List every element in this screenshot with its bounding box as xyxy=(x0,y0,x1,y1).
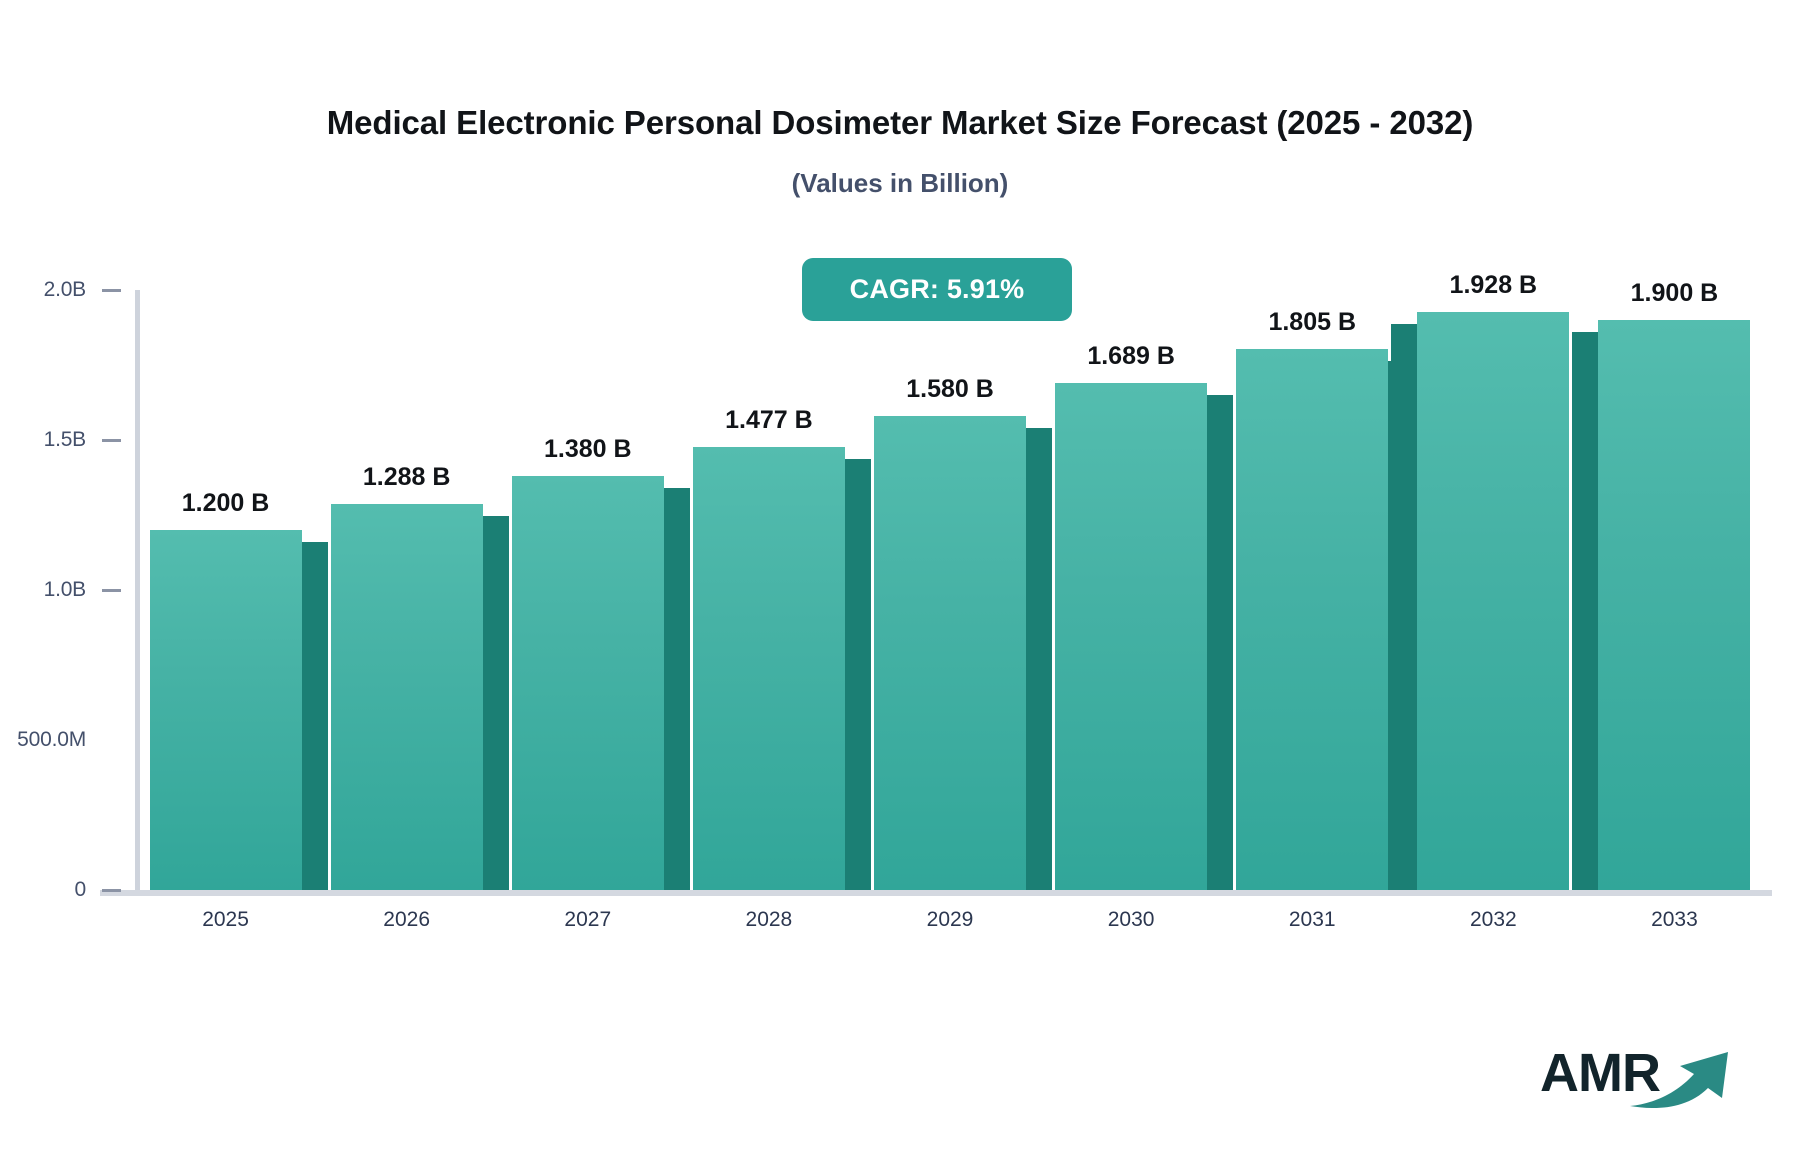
y-axis-tick-mark xyxy=(102,288,121,292)
bar-front-face xyxy=(1598,320,1751,890)
chart-subtitle: (Values in Billion) xyxy=(791,168,1009,198)
y-axis-tick-label: 0 xyxy=(74,878,87,901)
trend-up-arrow-icon xyxy=(1628,1048,1738,1115)
bar-2029: 1.580 B xyxy=(874,375,1052,890)
bar-side-face xyxy=(844,458,871,890)
x-axis-label-2028: 2028 xyxy=(745,908,793,931)
bar-2025: 1.200 B xyxy=(149,489,328,890)
y-axis-tick-mark xyxy=(102,438,121,442)
bar-value-label: 1.200 B xyxy=(181,489,270,517)
bar-front-face xyxy=(149,530,302,890)
bar-2027: 1.380 B xyxy=(511,435,690,890)
y-axis-tick: 1.0B xyxy=(0,578,135,601)
bar-front-face xyxy=(1055,383,1208,890)
y-axis-tick-mark xyxy=(102,888,121,892)
y-axis-tick-mark xyxy=(102,588,121,592)
y-axis-line xyxy=(135,290,140,890)
bar-value-label: 1.580 B xyxy=(906,375,994,403)
y-axis-tick-label: 2.0B xyxy=(43,278,87,301)
bar-front-face xyxy=(330,503,483,890)
x-axis-line xyxy=(100,890,1772,896)
bar-side-face xyxy=(301,542,328,890)
x-axis-label-2025: 2025 xyxy=(202,908,249,931)
bar-side-face xyxy=(1572,332,1599,890)
y-axis-tick: 1.5B xyxy=(0,428,135,451)
bar-value-label: 1.900 B xyxy=(1630,279,1719,307)
x-axis-label-2029: 2029 xyxy=(926,908,974,931)
y-axis-tick-label: 1.5B xyxy=(43,428,87,451)
bar-front-face xyxy=(1236,348,1389,890)
bar-side-face xyxy=(1391,323,1418,890)
bar-front-face xyxy=(1417,311,1570,890)
bar-front-face xyxy=(511,476,664,890)
bar-value-label: 1.288 B xyxy=(362,462,451,491)
bar-2026: 1.288 B xyxy=(330,463,509,890)
x-axis-label-2033: 2033 xyxy=(1651,908,1698,931)
y-axis-tick: 2.0B xyxy=(0,278,135,301)
bar-value-label: 1.477 B xyxy=(725,405,813,434)
bar-2031: 1.805 B xyxy=(1236,308,1415,890)
bar-front-face xyxy=(692,446,845,890)
x-axis-label-2030: 2030 xyxy=(1107,908,1155,931)
bar-side-face xyxy=(663,488,690,890)
y-axis-tick-label: 500.0M xyxy=(17,728,86,751)
y-axis-tick: 500.0M xyxy=(0,728,135,751)
amr-logo-text: AMR xyxy=(1540,1043,1661,1103)
bar-value-label: 1.928 B xyxy=(1449,270,1538,299)
amr-logo: AMR xyxy=(1540,1040,1740,1115)
bar-2028: 1.477 B xyxy=(692,406,871,890)
bar-value-label: 1.805 B xyxy=(1268,307,1356,336)
page-title: Medical Electronic Personal Dosimeter Ma… xyxy=(326,104,1474,141)
y-axis-tick-label: 1.0B xyxy=(43,578,87,601)
x-axis-label-2026: 2026 xyxy=(383,908,431,931)
bar-2033: 1.900 B xyxy=(1572,279,1751,890)
bar-2030: 1.689 B xyxy=(1055,342,1234,890)
y-axis-tick: 0 xyxy=(0,878,135,901)
bar-side-face xyxy=(1207,395,1234,890)
bar-front-face xyxy=(874,416,1026,890)
bar-value-label: 1.380 B xyxy=(543,435,632,463)
bar-side-face xyxy=(1026,428,1052,890)
cagr-badge: CAGR: 5.91% xyxy=(802,258,1072,321)
x-axis-label-2031: 2031 xyxy=(1288,908,1336,931)
plot-area: 1.200 B 1.288 B 1.380 B 1.477 B 1.580 B 1.689… xyxy=(135,271,1765,890)
x-axis-label-2032: 2032 xyxy=(1469,908,1517,931)
x-axis-label-2027: 2027 xyxy=(564,908,612,931)
bar-side-face xyxy=(482,515,509,890)
bar-2032: 1.928 B xyxy=(1391,271,1570,890)
bar-value-label: 1.689 B xyxy=(1087,342,1175,371)
